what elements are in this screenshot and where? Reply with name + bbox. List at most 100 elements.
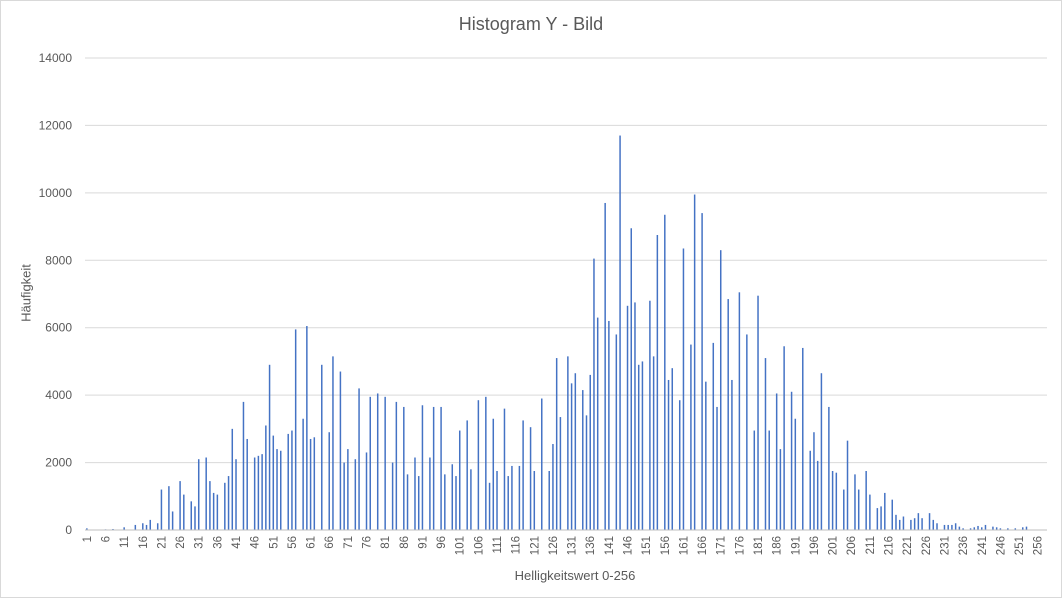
chart-title: Histogram Y - Bild: [458, 14, 604, 34]
bar-87: [406, 474, 409, 530]
bar-21: [160, 489, 163, 530]
y-tick-label: 8000: [45, 253, 72, 267]
x-tick-label: 76: [362, 536, 374, 549]
bar-207: [854, 474, 856, 530]
bar-132: [574, 373, 577, 530]
bar-31: [197, 459, 200, 530]
bar-202: [835, 472, 838, 530]
bar-153: [652, 356, 655, 530]
bar-69: [339, 371, 342, 530]
x-tick-labels: 1 6 11 16 21 26 31 36 41 46 51 56 61 66 71 76 81 86 91 96 10…: [82, 536, 1045, 555]
x-tick-label: 256: [1033, 536, 1045, 555]
bar-55: [287, 433, 289, 530]
bar-17: [145, 524, 148, 530]
x-tick-label: 251: [1014, 536, 1026, 555]
bar-213: [876, 508, 879, 530]
x-tick-label: 71: [343, 536, 355, 549]
x-tick-label: 241: [977, 536, 989, 555]
bar-50: [268, 364, 271, 530]
bar-103: [466, 420, 468, 530]
bar-104: [470, 469, 472, 530]
bar-200: [828, 406, 830, 530]
x-tick-label: 191: [790, 536, 802, 555]
bar-193: [802, 347, 804, 530]
y-tick-label: 4000: [45, 388, 72, 402]
bar-30: [194, 506, 196, 530]
x-tick-label: 181: [753, 536, 765, 555]
bar-27: [183, 494, 185, 530]
bar-86: [403, 406, 405, 530]
y-tick-label: 0: [65, 523, 72, 537]
bar-61: [309, 438, 312, 530]
bar-211: [869, 494, 871, 530]
bar-244: [992, 526, 994, 530]
bar-149: [637, 364, 640, 530]
bar-24: [171, 511, 174, 530]
bar-114: [507, 476, 509, 530]
y-tick-label: 2000: [45, 456, 72, 470]
bar-146: [626, 305, 629, 530]
x-tick-label: 21: [156, 536, 168, 549]
bar-81: [384, 396, 386, 530]
x-tick-label: 201: [828, 536, 840, 555]
bar-228: [932, 519, 935, 530]
bar-187: [779, 449, 782, 530]
bar-141: [608, 320, 610, 530]
y-tick-label: 10000: [39, 186, 73, 200]
x-tick-label: 156: [660, 536, 672, 555]
bar-46: [253, 457, 256, 530]
x-tick-label: 136: [585, 536, 597, 555]
bar-127: [555, 358, 558, 530]
bar-147: [630, 228, 632, 530]
bar-208: [857, 489, 860, 530]
bar-20: [156, 523, 159, 530]
bar-106: [477, 400, 480, 530]
x-tick-label: 96: [436, 536, 448, 549]
bar-56: [291, 430, 293, 530]
x-tick-label: 216: [884, 536, 896, 555]
bar-41: [235, 459, 237, 530]
bar-180: [753, 430, 756, 530]
x-tick-label: 211: [865, 536, 877, 554]
bar-154: [656, 235, 659, 530]
x-tick-label: 116: [511, 536, 523, 554]
bar-248: [1007, 528, 1009, 530]
bars: [86, 135, 1028, 531]
bar-125: [548, 471, 550, 530]
bar-171: [719, 250, 722, 531]
bar-242: [984, 524, 987, 530]
bar-181: [757, 295, 759, 530]
x-tick-label: 236: [958, 536, 970, 555]
x-tick-label: 126: [548, 536, 560, 555]
bar-91: [421, 405, 424, 530]
x-axis-title: Helligkeitswert 0-256: [514, 568, 636, 583]
x-tick-label: 161: [678, 536, 690, 555]
x-tick-label: 11: [119, 536, 131, 548]
x-tick-label: 146: [623, 536, 635, 555]
bar-71: [347, 449, 349, 530]
bar-70: [343, 462, 345, 530]
bar-34: [209, 481, 211, 530]
x-tick-label: 61: [306, 536, 318, 549]
bar-236: [962, 528, 964, 530]
bar-157: [667, 379, 670, 530]
bar-16: [142, 523, 144, 530]
bar-52: [276, 449, 278, 530]
x-tick-label: 1: [82, 536, 94, 542]
bar-150: [641, 361, 644, 530]
bar-252: [1022, 527, 1024, 530]
x-tick-label: 36: [212, 536, 224, 549]
bar-83: [391, 462, 394, 530]
bar-131: [570, 383, 573, 530]
bar-135: [585, 415, 588, 530]
bar-140: [604, 202, 606, 530]
bar-51: [272, 435, 275, 530]
bar-233: [951, 524, 953, 530]
bar-74: [358, 388, 360, 530]
bar-33: [205, 457, 207, 530]
bar-57: [294, 329, 297, 530]
bar-240: [977, 525, 979, 530]
x-tick-label: 106: [473, 536, 485, 555]
bar-232: [947, 524, 949, 530]
bar-217: [891, 499, 893, 530]
